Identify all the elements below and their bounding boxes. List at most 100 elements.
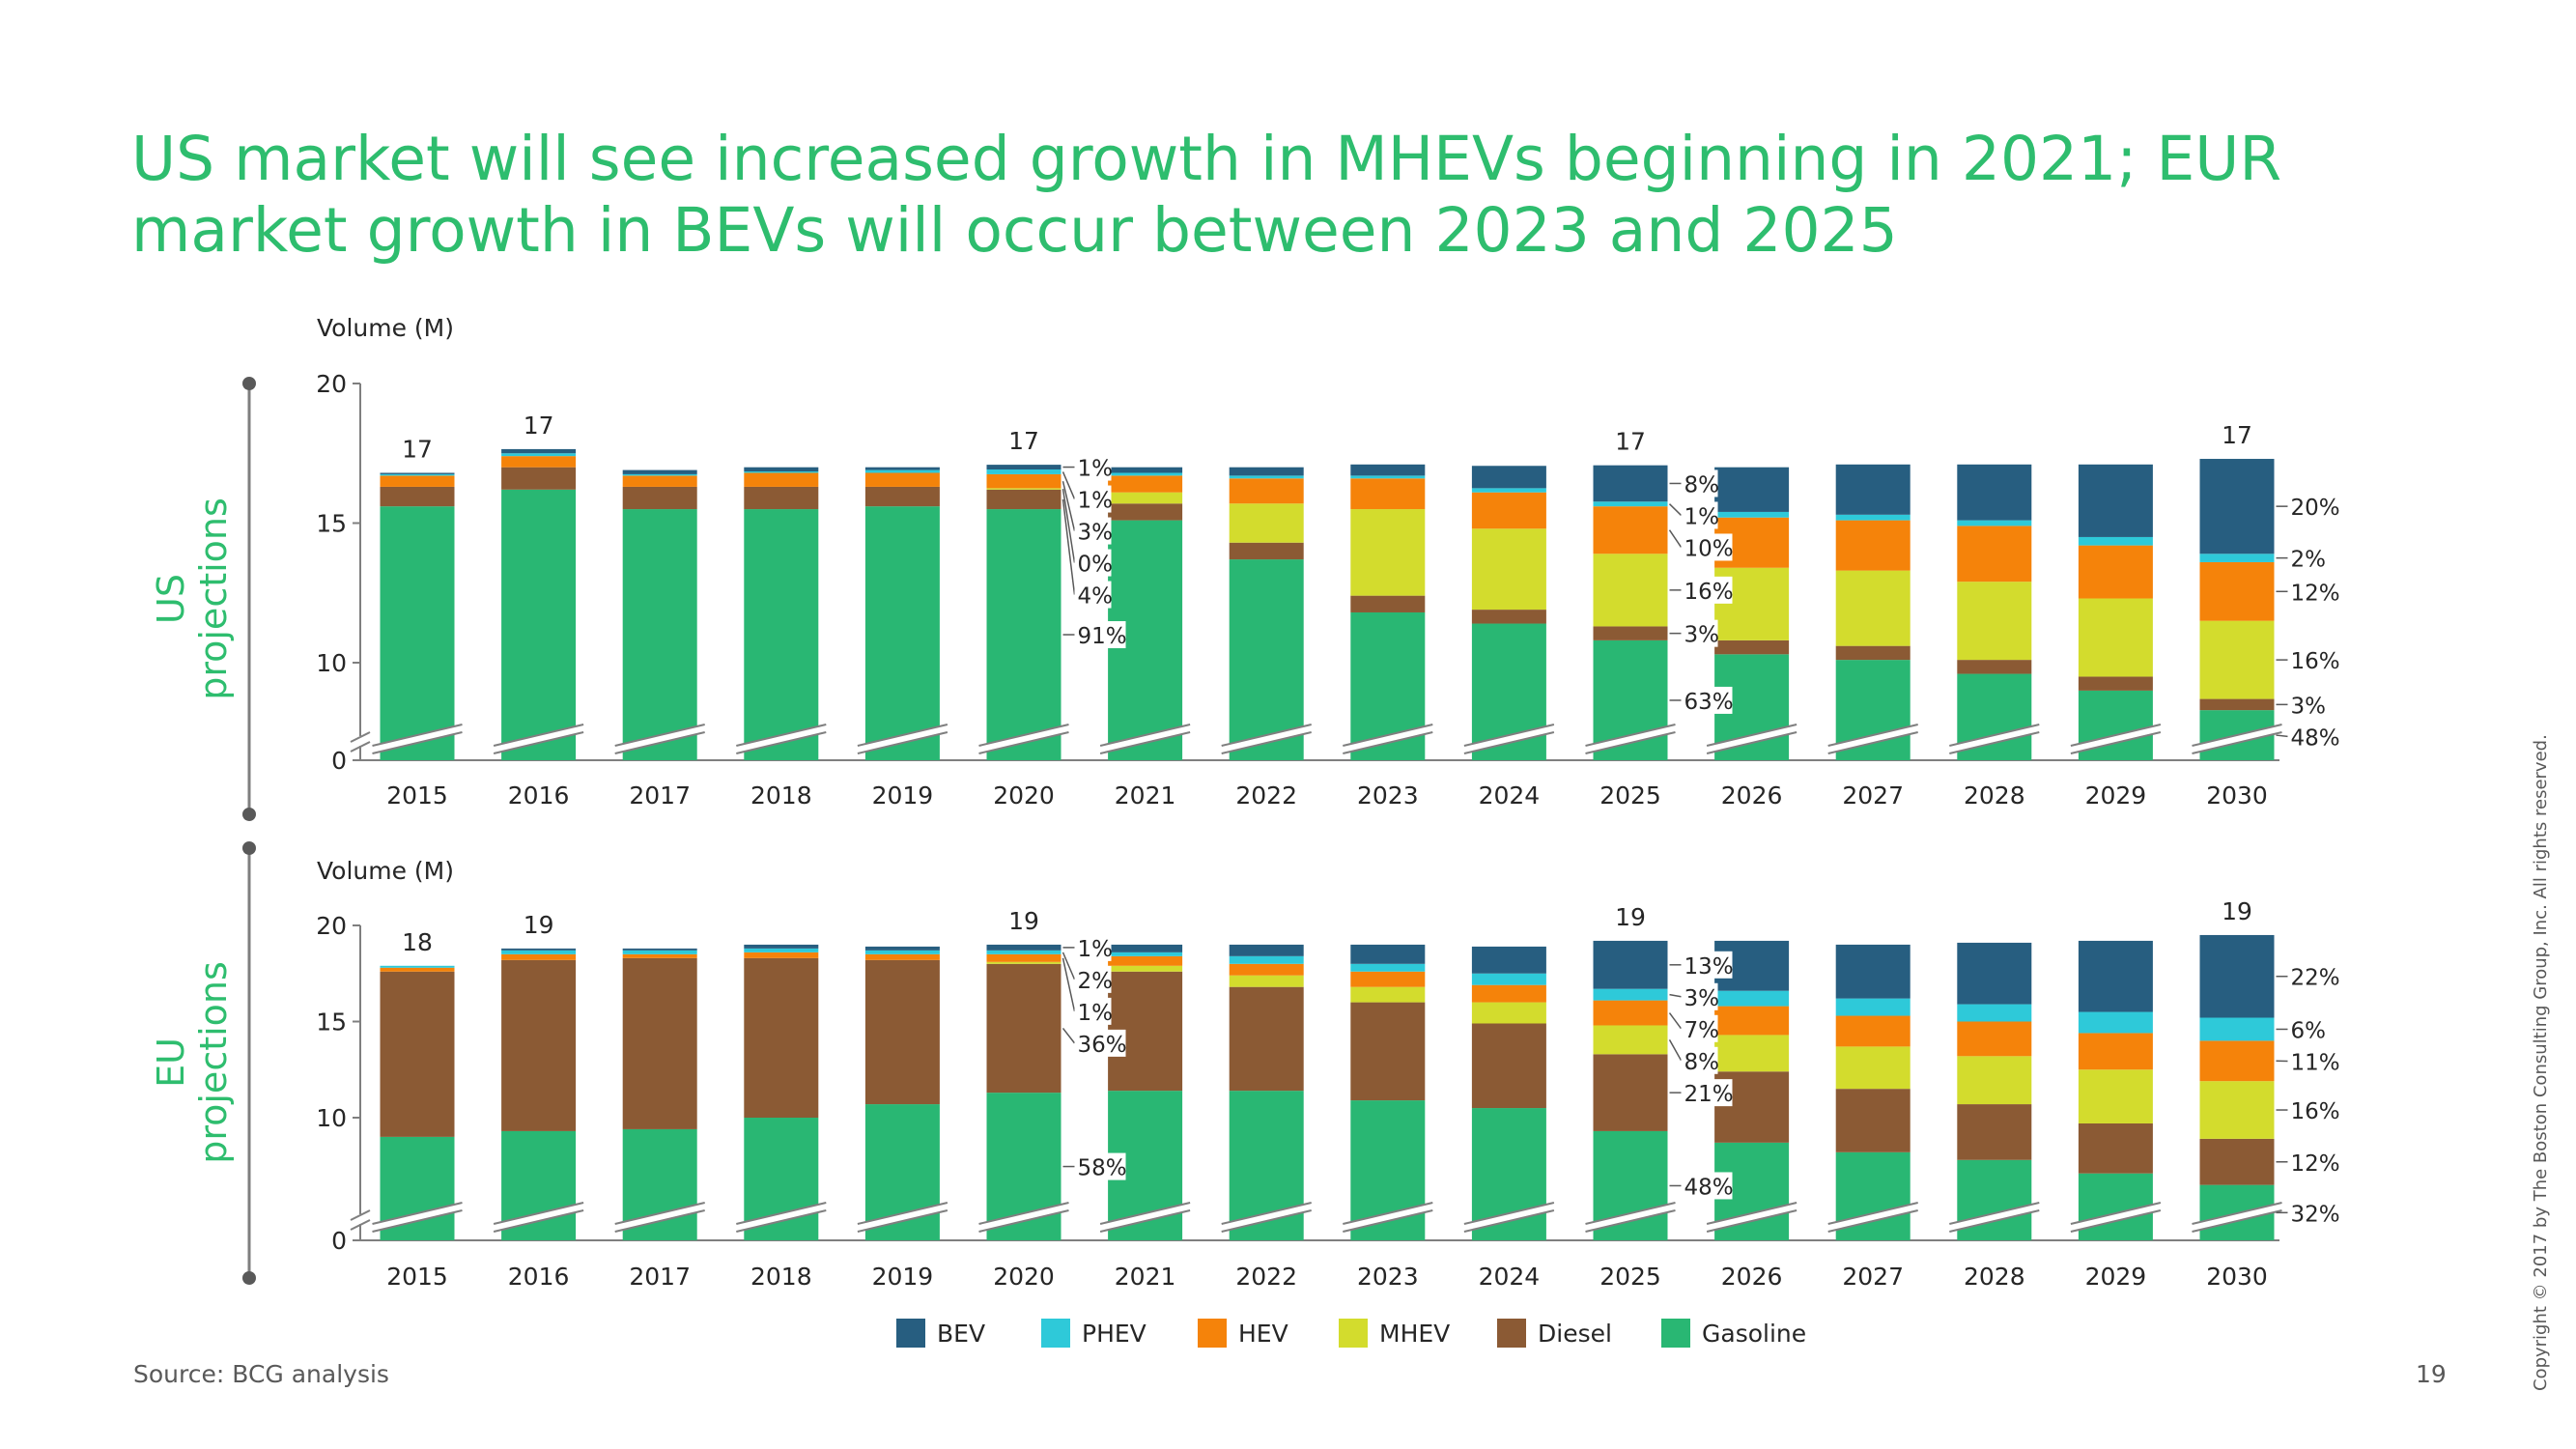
bar-break-line (978, 731, 1069, 754)
bar-segment-mhev (1229, 975, 1304, 987)
share-label: 20% (2291, 496, 2340, 521)
bar-segment-hev (1957, 526, 2032, 582)
share-label: 36% (1078, 1033, 1127, 1058)
total-label: 19 (524, 911, 554, 939)
x-tick-label: 2016 (508, 1263, 570, 1291)
bar-segment-mhev (986, 961, 1062, 964)
bar-segment-mhev (1835, 570, 1911, 646)
bar-segment-bev (1593, 465, 1668, 502)
share-label: 1% (1078, 1001, 1114, 1026)
bar-segment-gasoline (622, 509, 697, 760)
bar-segment-mhev (2078, 598, 2153, 677)
bar-break-slash (2070, 724, 2161, 753)
share-label: 1% (1078, 937, 1114, 962)
share-label-bg (2287, 1015, 2325, 1043)
share-label: 48% (2291, 725, 2340, 751)
share-label: 12% (2291, 581, 2340, 606)
bar-segment-diesel (1593, 626, 1668, 640)
bar-segment-bev (380, 472, 455, 474)
share-label-bg (1074, 581, 1112, 609)
bar-break-line (857, 1202, 948, 1225)
bar-segment-hev (380, 967, 455, 972)
bar-segment-hev (1957, 1021, 2032, 1057)
share-label-bg (2287, 1199, 2339, 1227)
panel-bracket-dot (242, 1271, 256, 1285)
bar-break-line (2070, 1209, 2162, 1233)
bar-segment-phev (1108, 952, 1183, 956)
bar-break-slash (1221, 1203, 1312, 1232)
bar-segment-phev (1471, 973, 1546, 985)
bar-segment-diesel (1835, 1089, 1911, 1152)
bar-break-line (1099, 724, 1191, 747)
bar-segment-diesel (380, 971, 455, 1137)
bar-break-line (1221, 724, 1312, 747)
bar-segment-bev (2199, 459, 2275, 554)
page-number: 19 (2416, 1360, 2447, 1388)
bar-segment-mhev (1350, 986, 1426, 1003)
y-tick-label: 20 (316, 370, 347, 398)
bar-segment-hev (744, 472, 819, 487)
bar-segment-bev (986, 465, 1062, 470)
bar-break-line (978, 1209, 1069, 1233)
axis-break-mark (350, 1219, 371, 1231)
bar-segment-hev (501, 953, 577, 960)
bar-segment-bev (1108, 467, 1183, 473)
bar-segment-hev (1229, 478, 1304, 504)
x-tick-label: 2028 (1964, 1263, 2025, 1291)
bar-segment-mhev (1957, 582, 2032, 661)
share-leader-line (1668, 503, 1683, 516)
bar-segment-phev (1229, 955, 1304, 964)
bar-segment-phev (2199, 554, 2275, 562)
share-label-bg (2287, 962, 2339, 990)
x-tick-label: 2015 (386, 1263, 448, 1291)
x-tick-label: 2030 (2206, 1263, 2268, 1291)
bar-break-line (1585, 1209, 1676, 1233)
bar-segment-gasoline (501, 489, 577, 760)
bar-segment-diesel (1229, 542, 1304, 560)
bar-break-line (2070, 724, 2162, 747)
x-tick-label: 2020 (993, 1263, 1055, 1291)
bar-break-slash (494, 1203, 584, 1232)
panel-bracket-dot (242, 808, 256, 821)
share-label-bg (1681, 619, 1718, 647)
bar-break-slash (1343, 724, 1433, 753)
bar-break-slash (1221, 724, 1312, 753)
bar-segment-diesel (1471, 610, 1546, 624)
panel-label: US projections (150, 497, 235, 700)
bar-segment-phev (1835, 514, 1911, 521)
bar-break-line (1585, 1202, 1676, 1225)
bar-break-line (1463, 1202, 1555, 1225)
y-tick-label: 10 (316, 1104, 347, 1132)
legend-swatch-gasoline (1661, 1319, 1690, 1348)
bar-break-line (736, 724, 827, 747)
axis-break-mark (350, 741, 371, 753)
bar-break-slash (2070, 1203, 2161, 1232)
bar-segment-phev (986, 950, 1062, 954)
bar-segment-bev (1593, 940, 1668, 989)
bar-segment-hev (1108, 475, 1183, 493)
bar-break-line (614, 724, 705, 747)
y-axis-label: Volume (M) (317, 314, 454, 342)
x-tick-label: 2027 (1842, 781, 1904, 810)
total-label: 17 (402, 435, 433, 463)
share-label-bg (1681, 1014, 1718, 1042)
bar-break-line (1221, 731, 1312, 754)
bar-segment-bev (744, 467, 819, 472)
bar-segment-diesel (1714, 639, 1790, 655)
bar-break-line (736, 1209, 827, 1233)
bar-break-line (1706, 724, 1798, 747)
share-label-bg (1681, 1079, 1733, 1107)
share-label-bg (1074, 517, 1112, 545)
share-label: 91% (1078, 624, 1127, 649)
share-label-bg (1074, 549, 1112, 577)
bar-break-line (857, 724, 948, 747)
bar-segment-diesel (501, 959, 577, 1131)
bar-break-line (1343, 1202, 1433, 1225)
bar-segment-mhev (2078, 1069, 2153, 1123)
legend-swatch-diesel (1497, 1319, 1526, 1348)
share-label: 58% (1078, 1156, 1127, 1181)
bar-break-line (2192, 1209, 2282, 1233)
bar-break-slash (1949, 724, 2040, 753)
x-tick-label: 2024 (1479, 1263, 1541, 1291)
